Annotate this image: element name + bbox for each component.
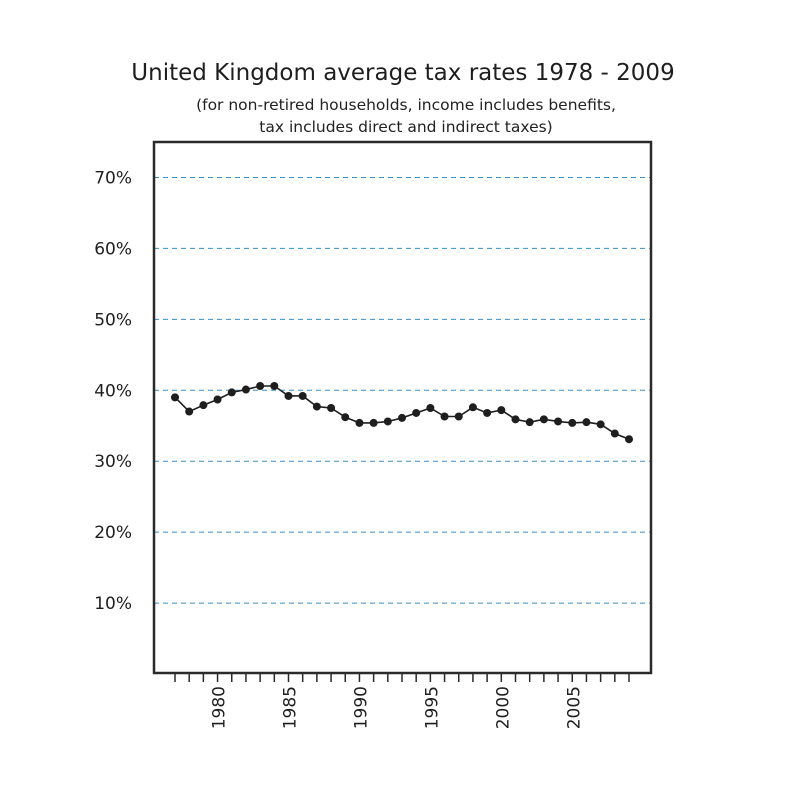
data-point: [483, 408, 492, 417]
data-point: [369, 418, 378, 427]
data-point: [412, 408, 421, 417]
chart-subtitle-line-2: tax includes direct and indirect taxes): [259, 118, 553, 136]
data-point: [270, 382, 279, 391]
y-tick-label: 20%: [94, 523, 132, 543]
data-point: [398, 413, 406, 422]
chart-title: United Kingdom average tax rates 1978 - …: [131, 60, 675, 86]
data-point: [625, 435, 633, 444]
y-tick-label: 60%: [94, 239, 132, 259]
gridlines: [154, 176, 651, 604]
data-point: [341, 413, 350, 422]
x-tick-label: 1990: [351, 686, 371, 729]
x-tick-label: 2000: [493, 686, 513, 729]
data-point: [468, 403, 477, 412]
data-point: [596, 420, 605, 429]
y-tick-label: 70%: [94, 168, 132, 188]
x-axis: 1980 1985 1990 1995 2000 2005: [174, 674, 630, 729]
data-point: [185, 407, 194, 416]
x-tick-label: 1995: [422, 686, 442, 729]
data-point: [355, 418, 364, 427]
data-point: [582, 418, 591, 427]
y-tick-label: 50%: [94, 310, 132, 330]
y-tick-label: 40%: [94, 381, 132, 401]
x-tick-label: 1985: [281, 686, 301, 729]
data-point: [440, 412, 449, 421]
chart-subtitle-line-1: (for non-retired households, income incl…: [196, 96, 616, 114]
data-point: [525, 418, 534, 427]
data-point: [312, 402, 321, 411]
x-tick-label: 2005: [564, 686, 584, 729]
data-point: [298, 391, 307, 400]
y-tick-label: 30%: [94, 452, 132, 472]
data-point: [171, 393, 179, 402]
series-line: [174, 385, 630, 440]
data-point: [227, 388, 236, 397]
chart-subtitle: (for non-retired households, income incl…: [0, 94, 800, 138]
data-point: [454, 412, 463, 421]
data-point: [497, 406, 506, 415]
data-point: [199, 401, 208, 410]
data-point: [256, 382, 265, 391]
data-series: [171, 382, 633, 444]
data-point: [327, 404, 336, 412]
data-point: [383, 417, 392, 426]
x-tick-label: 1980: [210, 686, 230, 729]
data-point: [284, 391, 293, 400]
data-point: [568, 418, 577, 427]
data-point: [539, 415, 548, 424]
data-point: [426, 404, 435, 412]
data-point: [610, 429, 619, 438]
y-tick-label: 10%: [94, 594, 132, 614]
data-point: [241, 385, 250, 394]
y-axis: 10% 20% 30% 40% 50% 60% 70%: [94, 168, 132, 614]
data-point: [554, 417, 563, 426]
data-point: [213, 395, 222, 404]
plot-frame: [152, 140, 653, 675]
data-point: [511, 415, 520, 424]
